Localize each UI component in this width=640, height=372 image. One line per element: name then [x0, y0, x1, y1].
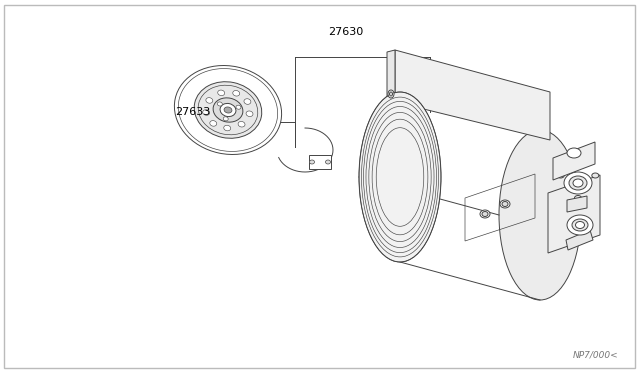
Ellipse shape: [390, 92, 392, 96]
Ellipse shape: [572, 219, 588, 231]
Ellipse shape: [480, 210, 490, 218]
Ellipse shape: [194, 82, 262, 138]
Polygon shape: [548, 175, 600, 253]
Polygon shape: [567, 196, 587, 212]
Ellipse shape: [218, 90, 225, 96]
Ellipse shape: [174, 65, 282, 154]
Ellipse shape: [592, 173, 599, 178]
Ellipse shape: [224, 125, 230, 131]
Ellipse shape: [564, 172, 592, 194]
Polygon shape: [553, 142, 595, 180]
Ellipse shape: [244, 99, 251, 104]
FancyBboxPatch shape: [309, 155, 331, 169]
Ellipse shape: [179, 68, 278, 151]
Ellipse shape: [198, 85, 258, 135]
Ellipse shape: [482, 212, 488, 217]
Ellipse shape: [203, 110, 210, 115]
Ellipse shape: [388, 90, 394, 98]
Ellipse shape: [236, 105, 241, 109]
Ellipse shape: [220, 103, 236, 116]
Polygon shape: [566, 230, 593, 250]
Ellipse shape: [575, 196, 582, 201]
Ellipse shape: [310, 160, 314, 164]
Text: NP7/000<: NP7/000<: [572, 351, 618, 360]
Ellipse shape: [246, 111, 253, 116]
Ellipse shape: [567, 215, 593, 235]
Ellipse shape: [557, 173, 564, 178]
Ellipse shape: [573, 179, 583, 187]
Ellipse shape: [500, 200, 510, 208]
Ellipse shape: [499, 130, 581, 300]
Polygon shape: [395, 50, 550, 140]
Ellipse shape: [569, 176, 587, 190]
FancyBboxPatch shape: [4, 5, 635, 368]
Ellipse shape: [218, 102, 222, 106]
Ellipse shape: [502, 202, 508, 206]
Ellipse shape: [206, 98, 213, 103]
Ellipse shape: [224, 107, 232, 113]
Ellipse shape: [575, 221, 584, 228]
Ellipse shape: [213, 98, 243, 122]
Polygon shape: [387, 50, 395, 106]
Text: 27633: 27633: [175, 107, 211, 117]
Ellipse shape: [326, 160, 330, 164]
Text: 27630: 27630: [328, 27, 364, 37]
Ellipse shape: [210, 121, 217, 126]
Ellipse shape: [233, 90, 240, 96]
Ellipse shape: [359, 92, 441, 262]
Ellipse shape: [567, 148, 581, 158]
Ellipse shape: [238, 121, 245, 127]
Ellipse shape: [223, 117, 228, 121]
